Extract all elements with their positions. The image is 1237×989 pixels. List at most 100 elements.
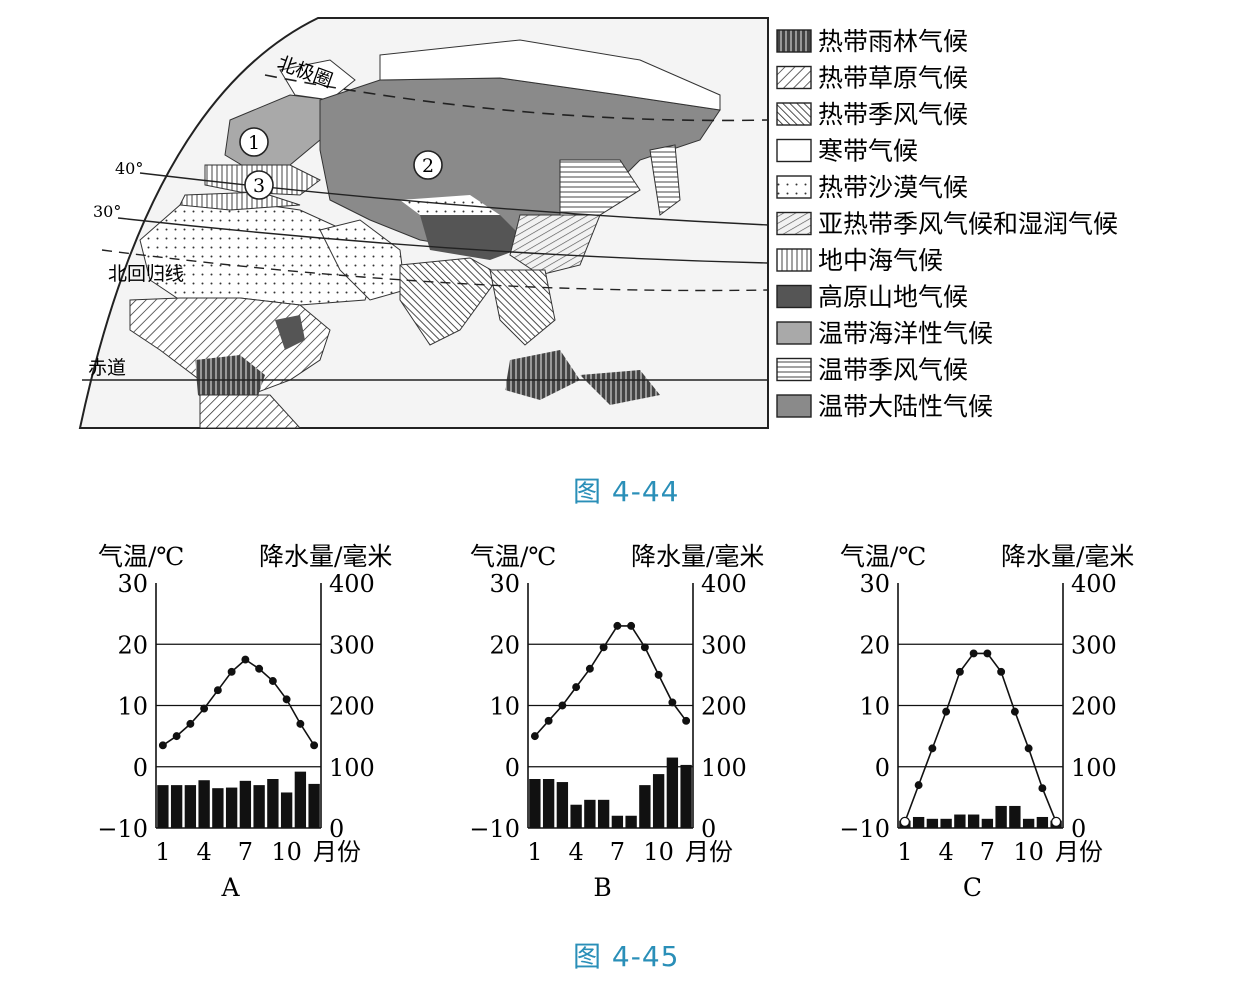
precip-bar-month-11 <box>666 757 679 828</box>
legend-swatch <box>776 138 812 163</box>
x-tick-label: 4 <box>938 838 953 866</box>
region-indonesia-rainforest <box>580 370 660 405</box>
y-right-tick-label: 0 <box>1071 815 1086 843</box>
y-left-tick-label: 20 <box>489 631 520 659</box>
temperature-point-month-12 <box>682 716 691 725</box>
lat-40-label: 40° <box>115 159 143 178</box>
precip-bar-month-12 <box>308 783 320 828</box>
svg-text:3: 3 <box>253 175 265 197</box>
precip-bar-month-2 <box>542 779 555 828</box>
region-japan <box>649 144 681 216</box>
temperature-point-month-8 <box>255 664 264 673</box>
chart-letter: C <box>963 873 982 902</box>
y-left-tick-label: −10 <box>469 815 520 843</box>
temperature-point-month-2 <box>172 732 181 741</box>
y-left-tick-label: −10 <box>97 815 148 843</box>
precip-bar-month-8 <box>995 805 1007 828</box>
y-right-tick-label: 300 <box>701 631 747 659</box>
tropic-cancer-line <box>101 249 769 292</box>
legend-label: 温带季风气候 <box>818 356 968 385</box>
region-seasia-tropmonsoon <box>489 269 556 346</box>
temperature-point-month-4 <box>200 704 209 713</box>
temperature-point-month-6 <box>969 649 978 658</box>
y-right-tick-label: 400 <box>701 570 747 598</box>
y-left-tick-label: 30 <box>859 570 890 598</box>
legend-label: 温带大陆性气候 <box>818 392 993 421</box>
precip-bar-month-1 <box>157 785 169 828</box>
temperature-point-month-9 <box>1010 707 1019 716</box>
temperature-point-month-6 <box>599 643 608 652</box>
precip-bar-month-8 <box>625 815 637 828</box>
legend-item-oceanic: 温带海洋性气候 <box>776 319 993 348</box>
region-seasia-rainforest <box>505 350 580 400</box>
temperature-point-month-10 <box>654 670 663 679</box>
temperature-point-month-11 <box>296 719 305 728</box>
figure-44-caption: 图 4-44 <box>573 475 680 508</box>
temperature-point-month-9 <box>640 643 649 652</box>
climate-map: 北极圈 40° 30° 北回归线 赤道 1 2 3 热带雨林气候热带草原气候热带… <box>78 17 1118 429</box>
precip-bar-month-8 <box>253 785 265 828</box>
legend-label: 地中海气候 <box>818 246 943 275</box>
legend-swatch <box>776 321 812 345</box>
y-left-axis-title: 气温/℃ <box>470 542 556 571</box>
legend-label: 热带沙漠气候 <box>818 173 968 202</box>
temperature-point-month-5 <box>213 686 222 695</box>
y-left-axis-title: 气温/℃ <box>840 542 926 571</box>
temperature-point-month-7 <box>613 621 622 630</box>
y-right-tick-label: 400 <box>329 570 375 598</box>
temperature-point-month-4 <box>572 683 581 692</box>
lat-30-label: 30° <box>93 202 121 221</box>
temperature-point-month-7 <box>241 655 250 664</box>
temperature-point-month-7 <box>983 649 992 658</box>
y-left-tick-label: 10 <box>859 693 890 721</box>
y-right-tick-label: 100 <box>329 754 375 782</box>
precip-bar-month-11 <box>294 771 307 828</box>
temperature-line <box>162 658 315 746</box>
legend-item-highland: 高原山地气候 <box>776 283 968 312</box>
legend-swatch <box>776 248 812 272</box>
legend-swatch <box>776 284 812 309</box>
precip-bar-month-3 <box>556 782 569 828</box>
arctic-circle-line <box>264 74 769 122</box>
legend-swatch <box>776 175 812 199</box>
temperature-point-month-1 <box>158 741 167 750</box>
legend-swatch <box>776 29 812 53</box>
precip-bar-month-10 <box>652 774 665 828</box>
precip-bar-month-6 <box>225 787 238 828</box>
y-left-tick-label: 30 <box>117 570 148 598</box>
svg-text:1: 1 <box>248 132 260 154</box>
region-ethiopia-highland <box>275 315 305 350</box>
legend-item-continental: 温带大陆性气候 <box>776 392 993 421</box>
x-unit-label: 月份 <box>313 838 361 866</box>
precip-bar-month-11 <box>1036 816 1049 828</box>
y-right-axis-title: 降水量/毫米 <box>259 542 392 571</box>
y-right-axis-title: 降水量/毫米 <box>1001 542 1134 571</box>
precip-bar-month-7 <box>239 780 252 828</box>
temperature-point-month-11 <box>668 698 677 707</box>
precip-bar-month-1 <box>529 779 541 828</box>
x-tick-label: 7 <box>980 838 995 866</box>
legend-label: 高原山地气候 <box>818 283 968 312</box>
x-tick-label: 1 <box>155 838 170 866</box>
climate-legend: 热带雨林气候热带草原气候热带季风气候寒带气候热带沙漠气候亚热带季风气候和湿润气候… <box>776 27 1118 421</box>
precip-bar-month-5 <box>212 788 224 828</box>
temperature-point-month-9 <box>268 677 277 685</box>
legend-item-polar: 寒带气候 <box>776 137 918 166</box>
temperature-point-month-2 <box>914 781 923 790</box>
legend-item-subtrop: 亚热带季风气候和湿润气候 <box>776 210 1118 239</box>
legend-label: 热带草原气候 <box>818 64 968 93</box>
x-unit-label: 月份 <box>685 838 733 866</box>
chart-letter: B <box>593 873 611 902</box>
precip-bar-month-7 <box>611 815 624 828</box>
legend-label: 热带季风气候 <box>818 100 968 129</box>
region-tibet-highland <box>420 215 530 260</box>
temperature-point-month-8 <box>627 621 636 630</box>
precip-bar-month-5 <box>954 814 966 828</box>
precip-bar-month-9 <box>1009 805 1021 828</box>
temperature-point-month-3 <box>558 701 567 710</box>
y-left-tick-label: 0 <box>133 754 148 782</box>
y-right-tick-label: 400 <box>1071 570 1117 598</box>
precip-bar-month-7 <box>981 818 994 828</box>
y-left-tick-label: −10 <box>839 815 890 843</box>
legend-item-savanna: 热带草原气候 <box>776 64 968 93</box>
